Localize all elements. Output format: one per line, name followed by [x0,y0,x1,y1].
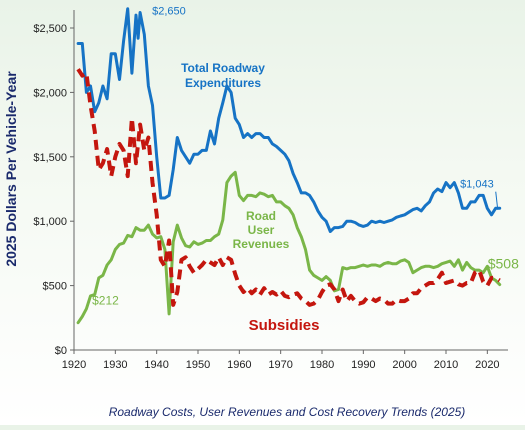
y-axis-label: 2025 Dollars Per Vehicle-Year [3,71,19,267]
x-tick-labels: 1920 1930 1940 1950 1960 1970 1980 1990 2000 2010… [62,350,500,371]
data-label-leader [495,191,499,210]
data-label-expenditures: $2,650 [152,6,186,18]
x-tick-label: 2010 [434,359,458,371]
series-name-subsidies: Subsidies [249,317,320,334]
x-tick-label: 1960 [227,359,251,371]
axes [73,10,508,351]
y-tick-label: $1,500 [33,152,67,164]
series-line-subsidies [76,68,501,307]
x-tick-label: 1950 [186,359,210,371]
series-line-revenues [76,170,502,325]
series-name-revenues: Revenues [233,237,290,251]
x-tick-label: 1930 [103,359,127,371]
data-label-revenues: $508 [488,256,519,272]
series-name-revenues: User [248,223,275,237]
series-line-expenditures [76,7,502,233]
y-tick-label: $2,500 [33,23,67,35]
series-name-expenditures: Expenditures [185,76,261,90]
x-tick-label: 2020 [475,359,499,371]
data-labels: $2,650 $1,043 $212 $508 [92,6,519,308]
chart-caption: Roadway Costs, User Revenues and Cost Re… [109,405,466,419]
y-tick-label: $1,000 [33,216,67,228]
y-tick-label: $500 [43,281,67,293]
x-tick-label: 2000 [392,359,416,371]
y-tick-label: $0 [55,345,67,357]
x-tick-label: 1920 [62,359,86,371]
x-tick-label: 1970 [268,359,292,371]
y-tick-label: $2,000 [33,87,67,99]
x-tick-label: 1980 [310,359,334,371]
x-tick-label: 1990 [351,359,375,371]
series [76,7,502,325]
x-tick-label: 1940 [144,359,168,371]
y-tick-labels: $0 $500 $1,000 $1,500 $2,000 $2,500 [33,23,74,357]
series-name-expenditures: Total Roadway [181,61,265,75]
data-label-revenues: $212 [92,294,119,308]
series-name-revenues: Road [246,209,276,223]
data-label-expenditures: $1,043 [460,179,494,191]
